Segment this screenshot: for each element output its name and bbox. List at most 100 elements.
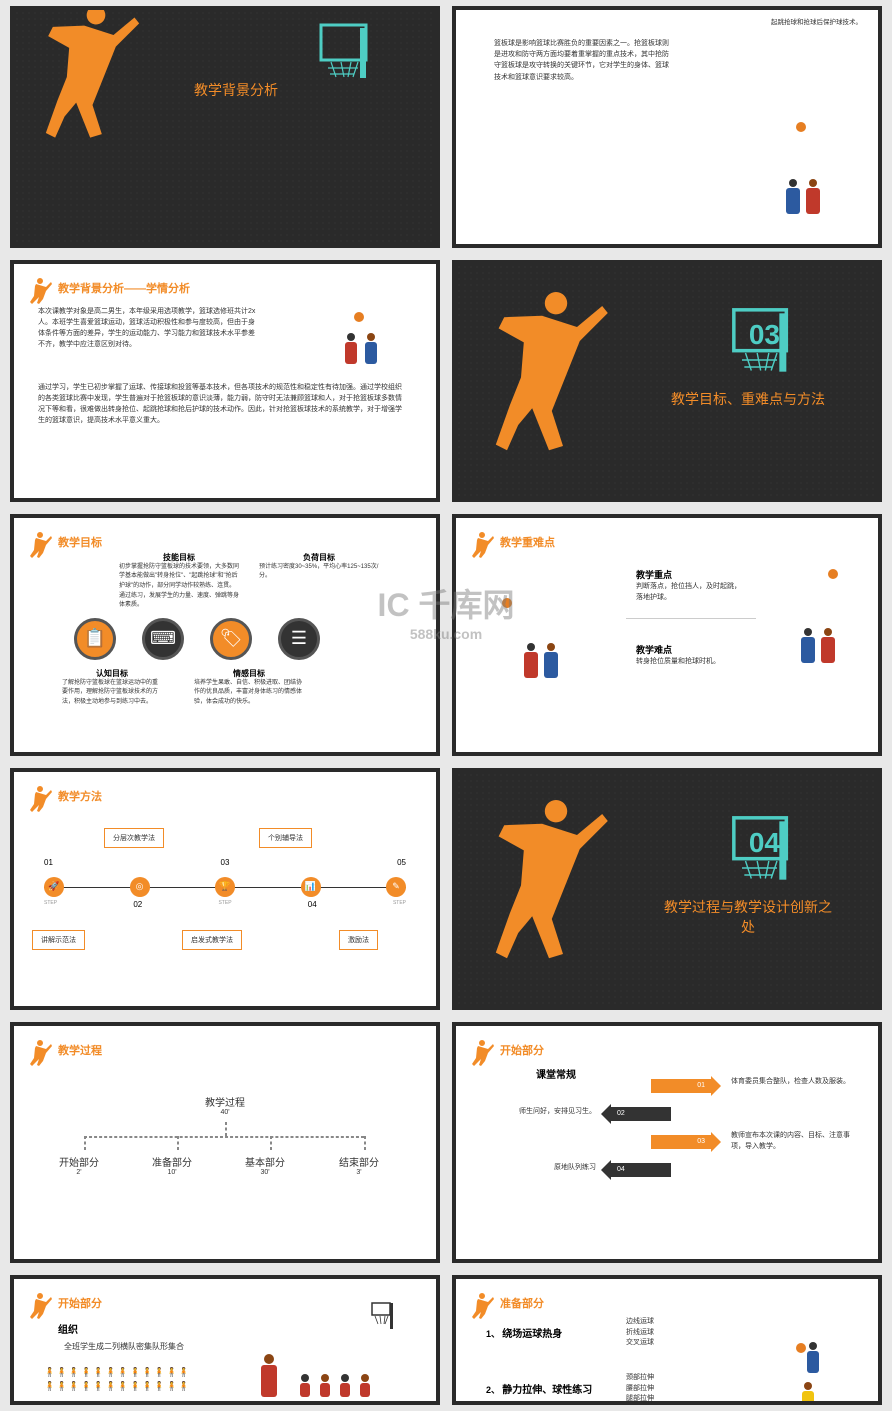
mini-player-icon — [470, 530, 494, 558]
section-title: 教学目标、重难点与方法 — [658, 389, 838, 409]
sec2-item-2: 腿部拉伸 — [626, 1394, 654, 1405]
rocket-icon: 🚀 — [44, 877, 64, 897]
sec1-num: 1、 — [486, 1329, 500, 1339]
subtitle: 课堂常规 — [536, 1066, 576, 1081]
slide-8: 04 教学过程与教学设计创新之处 — [452, 768, 882, 1010]
mini-player-icon — [28, 1038, 52, 1066]
section-title: 教学背景分析 — [194, 80, 278, 100]
slide-header: 教学重难点 — [500, 534, 555, 550]
slide-header: 开始部分 — [500, 1042, 544, 1058]
players-cartoon-2 — [778, 573, 858, 663]
player-silhouette-icon — [36, 6, 156, 140]
p1: 本次课教学对象是高二男生，本年级采用选项教学，篮球选修班共计2x人。本班学生喜爱… — [38, 306, 258, 351]
slide-header: 教学背景分析——学情分析 — [58, 280, 190, 296]
slide-3: 教学背景分析——学情分析 本次课教学对象是高二男生，本年级采用选项教学，篮球选修… — [10, 260, 440, 502]
mini-player-icon — [28, 1291, 52, 1319]
child-0-time: 2' — [59, 1169, 99, 1176]
stretch-cartoon — [778, 1369, 838, 1405]
child-1-time: 10' — [152, 1169, 192, 1176]
emo-text: 培养学生果敢、自信、积极进取、团结协作的优良品质，丰富对身体练习的情感体验，体会… — [194, 679, 304, 708]
step-02: 02 — [133, 900, 142, 909]
arrow-num-01: 01 — [651, 1079, 711, 1093]
mini-player-icon — [28, 784, 52, 812]
dribble-cartoon — [778, 1313, 848, 1373]
keyboard-icon: ⌨ — [142, 618, 184, 660]
players-cartoon-1 — [496, 588, 586, 678]
mini-hoop-icon — [370, 1301, 396, 1333]
tree-root-label: 教学过程 — [205, 1094, 245, 1109]
notebook-icon: 📋 — [74, 618, 116, 660]
step-04: 04 — [308, 900, 317, 909]
sec1-label: 绕场运球热身 — [502, 1329, 562, 1340]
list-icon: ☰ — [278, 618, 320, 660]
child-2-time: 30' — [245, 1169, 285, 1176]
arrow-num-04: 04 — [611, 1163, 671, 1177]
child-0-label: 开始部分 — [59, 1154, 99, 1169]
players-cartoon — [758, 124, 848, 214]
section-num: 03 — [749, 319, 780, 351]
sec2-item-0: 颈部拉伸 — [626, 1373, 654, 1384]
left-item-0: 师生问好，安排见习生。 — [486, 1106, 596, 1117]
player-silhouette-icon — [486, 792, 626, 962]
player-silhouette-icon — [486, 284, 626, 454]
tag-icon: 🏷 — [210, 618, 252, 660]
slide-6: 教学重难点 教学重点 判断落点，抢位挡人，及时起跳，落地护球。 教学难点 转身抢… — [452, 514, 882, 756]
method-top-1: 分层次教学法 — [104, 828, 164, 848]
mini-player-icon — [28, 276, 52, 304]
skill-text: 初步掌握抢防守篮板球的技术要领，大多数同学基本能做出"转身抢位"、"起跳抢球"和… — [119, 563, 239, 611]
key-text: 判断落点，抢位挡人，及时起跳，落地护球。 — [636, 581, 746, 603]
right-item-0: 体育委员集合整队，检查人数及服装。 — [731, 1076, 851, 1087]
sec2-label: 静力拉伸、球性练习 — [502, 1385, 592, 1396]
method-bot-3: 激励法 — [339, 930, 378, 950]
hoop-icon — [316, 20, 376, 80]
pencil-icon: ✎ — [386, 877, 406, 897]
right-item-1: 教师宣布本次课的内容、目标、注意事项，导入教学。 — [731, 1130, 861, 1152]
sec2-num: 2、 — [486, 1385, 500, 1395]
step-label-5: STEP — [393, 900, 406, 909]
method-bot-1: 讲解示范法 — [32, 930, 85, 950]
child-3-time: 3' — [339, 1169, 379, 1176]
slide-4: 03 教学目标、重难点与方法 — [452, 260, 882, 502]
slide-header: 教学方法 — [58, 788, 102, 804]
slide-11: 开始部分 组织 全班学生成二列横队密集队形集合 🧍🧍🧍🧍🧍🧍🧍🧍🧍🧍🧍🧍 🧍🧍🧍… — [10, 1275, 440, 1405]
arrow-num-03: 03 — [651, 1135, 711, 1149]
step-label-3: STEP — [218, 900, 231, 909]
players-cartoon — [326, 304, 396, 364]
people-row-1: 🧍🧍🧍🧍🧍🧍🧍🧍🧍🧍🧍🧍 — [44, 1367, 190, 1378]
slide-2: 起跳抢球和抢球后保护球技术。 篮板球是影响篮球比赛胜负的重要因素之一。抢篮板球则… — [452, 6, 882, 248]
slide-header: 开始部分 — [58, 1295, 102, 1311]
slide-header: 教学过程 — [58, 1042, 102, 1058]
trophy-icon: 🏆 — [215, 877, 235, 897]
mini-player-icon — [28, 530, 52, 558]
emo-label: 情感目标 — [194, 668, 304, 679]
slide-header: 准备部分 — [500, 1295, 544, 1311]
coach-cartoon — [246, 1307, 386, 1397]
body-text: 篮板球是影响篮球比赛胜负的重要因素之一。抢篮板球则是进攻和防守两方面均要着重掌握… — [494, 38, 674, 83]
section-title: 教学过程与教学设计创新之处 — [658, 897, 838, 937]
key-label: 教学重点 — [636, 568, 746, 581]
diff-text: 转身抢位质量和抢球时机。 — [636, 656, 746, 667]
mini-player-icon — [470, 1291, 494, 1319]
load-label: 负荷目标 — [259, 552, 379, 563]
diff-label: 教学难点 — [636, 643, 746, 656]
p2: 通过学习，学生已初步掌握了运球、传接球和投篮等基本技术，但各项技术的规范性和稳定… — [38, 382, 408, 427]
sec1-item-1: 折线运球 — [626, 1328, 654, 1339]
section-num: 04 — [749, 827, 780, 859]
skill-label: 技能目标 — [119, 552, 239, 563]
sec2-item-1: 腰部拉伸 — [626, 1384, 654, 1395]
step-03: 03 — [221, 858, 230, 867]
cog-label: 认知目标 — [62, 668, 162, 679]
slide-header: 教学目标 — [58, 534, 102, 550]
org-text: 全班学生成二列横队密集队形集合 — [64, 1341, 184, 1354]
mini-player-icon — [470, 1038, 494, 1066]
step-01: 01 — [44, 858, 53, 867]
top-hint: 起跳抢球和抢球后保护球技术。 — [771, 18, 862, 28]
subtitle: 组织 — [58, 1321, 78, 1336]
tree-root-time: 40' — [205, 1109, 245, 1116]
child-2-label: 基本部分 — [245, 1154, 285, 1169]
slide-9: 教学过程 教学过程 40' 开始部分 2' 准备部分 10' 基本部分 30' … — [10, 1022, 440, 1264]
child-1-label: 准备部分 — [152, 1154, 192, 1169]
load-text: 预计练习密度30~35%，平均心率125~135次/分。 — [259, 563, 379, 582]
step-05: 05 — [397, 858, 406, 867]
slide-5: 教学目标 技能目标 初步掌握抢防守篮板球的技术要领，大多数同学基本能做出"转身抢… — [10, 514, 440, 756]
